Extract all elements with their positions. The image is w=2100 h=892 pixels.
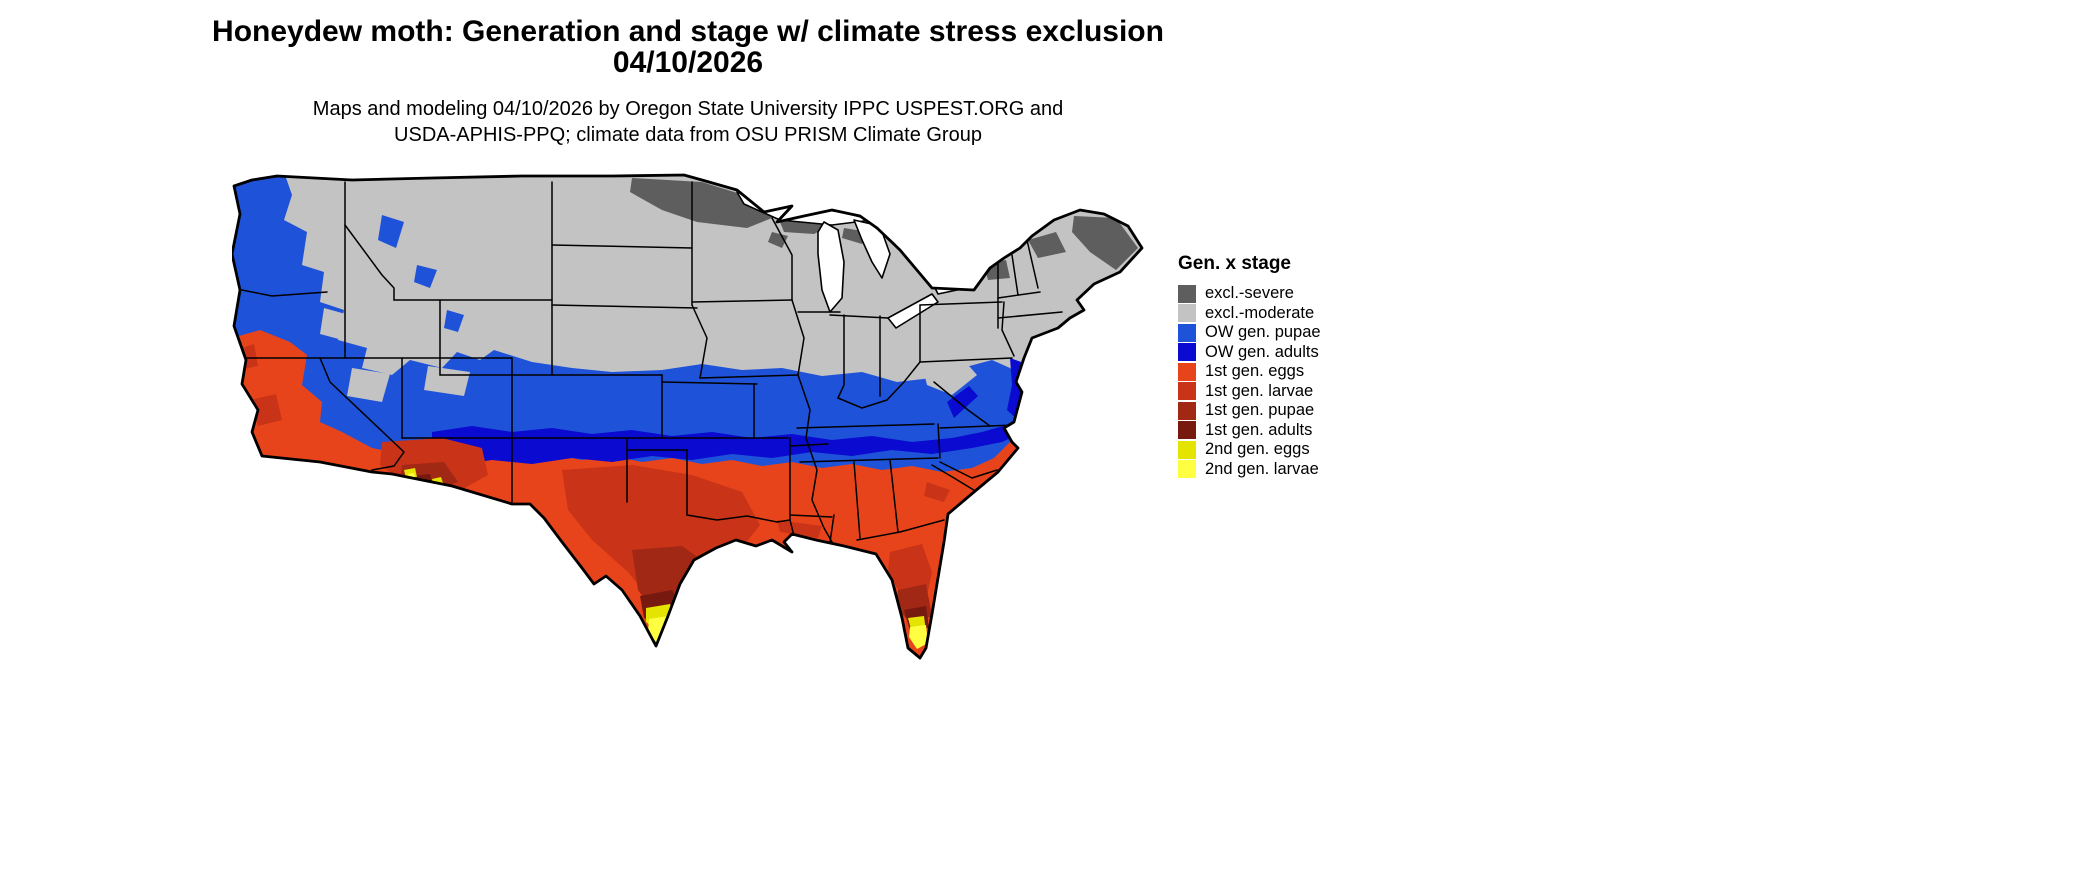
legend-label: OW gen. pupae — [1205, 323, 1321, 342]
legend-entry: OW gen. pupae — [1178, 323, 1438, 343]
legend-entry: 1st gen. larvae — [1178, 382, 1438, 402]
us-map — [230, 170, 1145, 662]
legend: Gen. x stage excl.-severe excl.-moderate O… — [1178, 253, 1438, 479]
legend-label: OW gen. adults — [1205, 342, 1319, 361]
legend-label: 1st gen. eggs — [1205, 362, 1305, 381]
legend-entries: excl.-severe excl.-moderate OW gen. pupae O… — [1178, 284, 1438, 479]
lake-erie — [887, 293, 939, 329]
legend-entry: 1st gen. pupae — [1178, 401, 1438, 421]
legend-label: 2nd gen. larvae — [1205, 459, 1319, 478]
page-title-line2: 04/10/2026 — [612, 46, 764, 79]
legend-label: 2nd gen. eggs — [1205, 440, 1310, 459]
legend-entry: excl.-severe — [1178, 284, 1438, 304]
legend-swatch — [1178, 284, 1196, 303]
legend-swatch — [1178, 460, 1196, 479]
legend-swatch — [1178, 440, 1196, 459]
map-region-excl-moderate-patches — [320, 308, 977, 402]
legend-swatch — [1178, 401, 1196, 420]
legend-entry: 2nd gen. eggs — [1178, 440, 1438, 460]
conus-outline — [230, 173, 1144, 660]
legend-entry: 1st gen. eggs — [1178, 362, 1438, 382]
legend-entry: OW gen. adults — [1178, 343, 1438, 363]
map-subtitle: Maps and modeling 04/10/2026 by Oregon S… — [0, 96, 1376, 148]
us-map-svg — [230, 173, 1144, 660]
map-header: Honeydew moth: Generation and stage w/ c… — [0, 16, 1376, 148]
page-title-line1: Honeydew moth: Generation and stage w/ c… — [212, 15, 1164, 48]
legend-label: excl.-severe — [1205, 284, 1294, 303]
state-borders — [232, 181, 1063, 565]
legend-swatch — [1178, 421, 1196, 440]
legend-swatch — [1178, 382, 1196, 401]
legend-title: Gen. x stage — [1178, 253, 1291, 274]
subtitle-line1: Maps and modeling 04/10/2026 by Oregon S… — [312, 98, 1064, 120]
legend-swatch — [1178, 304, 1196, 323]
legend-entry: 2nd gen. larvae — [1178, 460, 1438, 480]
legend-entry: 1st gen. adults — [1178, 421, 1438, 441]
legend-swatch — [1178, 343, 1196, 362]
legend-label: 1st gen. adults — [1205, 420, 1313, 439]
legend-swatch — [1178, 323, 1196, 342]
legend-label: 1st gen. larvae — [1205, 381, 1314, 400]
subtitle-line2: USDA-APHIS-PPQ; climate data from OSU PR… — [394, 124, 982, 146]
legend-entry: excl.-moderate — [1178, 304, 1438, 324]
legend-label: 1st gen. pupae — [1205, 401, 1315, 420]
legend-label: excl.-moderate — [1205, 303, 1315, 322]
legend-swatch — [1178, 362, 1196, 381]
